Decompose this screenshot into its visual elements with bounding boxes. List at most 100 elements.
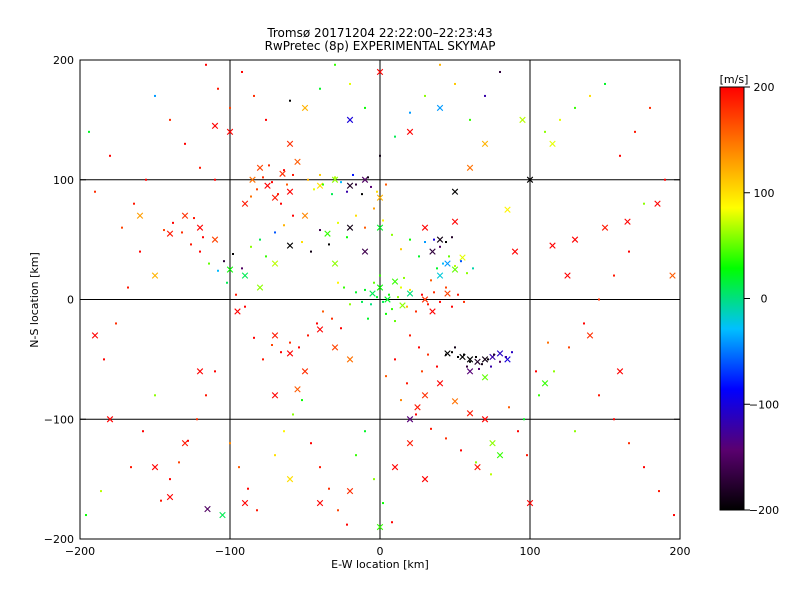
point-dot: [130, 466, 132, 469]
point-dot: [364, 226, 366, 229]
point-dot: [229, 442, 231, 445]
point-dot: [331, 317, 333, 320]
point-dot: [286, 183, 288, 186]
point-dot: [457, 293, 459, 296]
point-dot: [499, 360, 501, 363]
point-dot: [319, 229, 321, 232]
point-dot: [394, 135, 396, 138]
point-dot: [268, 164, 270, 167]
point-dot: [283, 430, 285, 433]
point-dot: [160, 499, 162, 502]
point-dot: [454, 82, 456, 85]
point-cross: [451, 266, 459, 273]
point-cross: [151, 272, 159, 279]
point-cross: [481, 356, 489, 363]
point-cross: [654, 200, 661, 207]
point-cross: [489, 440, 496, 447]
point-dot: [469, 360, 471, 363]
point-cross: [136, 212, 144, 219]
point-cross: [421, 475, 429, 483]
point-cross: [166, 493, 174, 501]
point-dot: [214, 178, 216, 181]
point-dot: [346, 190, 348, 193]
point-dot: [463, 353, 465, 356]
point-dot: [433, 291, 435, 294]
point-dot: [259, 238, 261, 241]
point-dot: [364, 288, 366, 291]
point-dot: [367, 176, 369, 179]
point-cross: [406, 416, 414, 423]
point-dot: [613, 274, 615, 277]
point-dot: [337, 281, 339, 284]
point-cross: [204, 505, 211, 513]
point-cross: [414, 404, 421, 411]
point-dot: [145, 178, 147, 181]
point-dot: [430, 279, 432, 282]
point-dot: [382, 300, 384, 303]
point-dot: [226, 281, 228, 284]
point-dot: [451, 236, 453, 239]
point-cross: [564, 272, 571, 279]
point-dot: [574, 106, 576, 109]
point-cross: [226, 128, 234, 136]
point-dot: [121, 226, 123, 229]
point-dot: [88, 130, 90, 133]
point-dot: [283, 224, 285, 227]
point-dot: [208, 262, 210, 265]
point-cross: [466, 164, 474, 171]
point-dot: [511, 351, 513, 354]
point-dot: [508, 406, 510, 409]
point-dot: [499, 70, 501, 73]
point-cross: [436, 380, 444, 387]
point-dot: [205, 63, 207, 66]
point-cross: [286, 350, 294, 357]
point-cross: [429, 308, 436, 315]
point-dot: [409, 288, 411, 291]
point-dot: [292, 214, 294, 217]
x-tick-label: 100: [520, 545, 541, 558]
point-dot: [262, 176, 264, 179]
point-dot: [475, 461, 477, 464]
point-dot: [232, 252, 234, 255]
point-dot: [184, 142, 186, 145]
point-dot: [385, 312, 387, 315]
point-cross: [346, 224, 354, 231]
point-dot: [280, 202, 282, 205]
point-cross: [549, 242, 556, 249]
point-dot: [349, 303, 351, 306]
point-dot: [199, 166, 201, 169]
y-tick-label: −100: [44, 413, 74, 426]
point-cross: [331, 260, 339, 267]
point-dot: [628, 250, 630, 253]
point-cross: [616, 368, 624, 375]
point-dot: [406, 305, 408, 308]
point-cross: [151, 463, 159, 471]
point-cross: [361, 176, 369, 183]
point-cross: [346, 487, 354, 495]
point-dot: [475, 355, 477, 358]
point-dot: [193, 217, 195, 220]
point-dot: [247, 487, 249, 490]
point-cross: [421, 224, 429, 231]
point-dot: [379, 154, 381, 157]
point-dot: [187, 439, 189, 442]
point-cross: [369, 290, 376, 297]
point-dot: [394, 320, 396, 323]
point-dot: [298, 346, 300, 349]
point-dot: [229, 106, 231, 109]
point-dot: [250, 195, 252, 198]
colorbar-scale: [720, 87, 744, 510]
point-dot: [400, 248, 402, 251]
point-dot: [370, 185, 372, 188]
point-dot: [376, 296, 378, 299]
point-dot: [526, 454, 528, 457]
colorbar-tick-label: 200: [754, 81, 775, 94]
point-cross: [391, 463, 399, 471]
point-dot: [484, 94, 486, 97]
point-cross: [504, 206, 511, 213]
data-points: [85, 63, 676, 531]
point-dot: [454, 264, 456, 267]
point-dot: [568, 346, 570, 349]
point-cross: [376, 284, 384, 291]
point-dot: [367, 317, 369, 320]
